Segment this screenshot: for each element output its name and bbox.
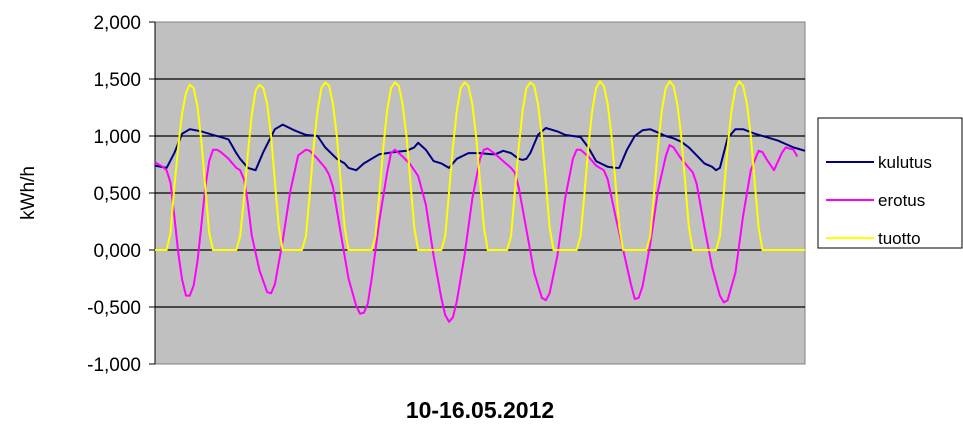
y-tick-label: 0,500 [93, 184, 141, 205]
series-lines [154, 80, 806, 323]
y-tick-label: -1,000 [87, 355, 141, 376]
series-line-erotus [154, 144, 799, 323]
y-tick-label: 1,000 [93, 127, 141, 148]
y-tick-label: 1,500 [93, 70, 141, 91]
legend-label-kulutus: kulutus [878, 153, 932, 172]
y-tick-labels: -1,000 -0,500 0,000 0,500 1,000 1,500 2,000 [87, 13, 156, 376]
legend-box [817, 117, 963, 249]
series-line-tuotto [155, 80, 805, 251]
y-tick-label: -0,500 [87, 298, 141, 319]
x-axis-title: 10-16.05.2012 [406, 397, 554, 423]
y-tick-label: 2,000 [93, 13, 141, 34]
legend-label-tuotto: tuotto [878, 229, 921, 248]
series-line-kulutus [154, 123, 806, 172]
legend: kulutus erotus tuotto [817, 117, 963, 249]
y-axis-title: kWh/h [18, 166, 39, 220]
y-tick-label: 0,000 [93, 241, 141, 262]
legend-label-erotus: erotus [878, 191, 925, 210]
